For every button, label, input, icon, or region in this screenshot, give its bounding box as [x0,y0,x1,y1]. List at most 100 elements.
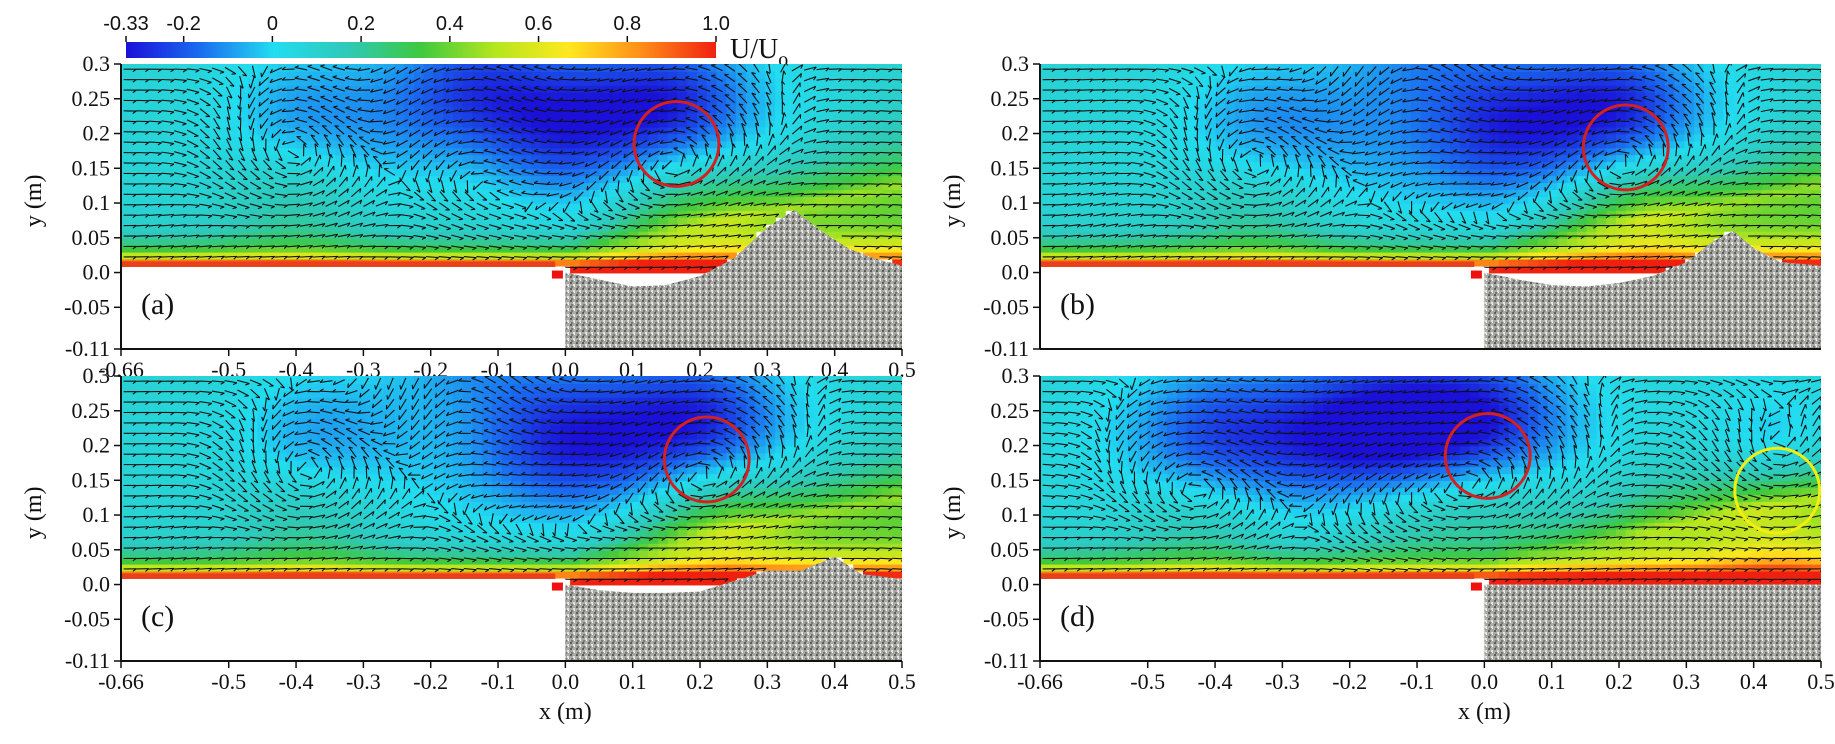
velocity-cell [169,70,181,79]
vector-arrow [613,170,622,182]
velocity-cell [384,70,396,79]
vector-arrow-head [469,199,474,202]
velocity-cell [199,70,210,79]
vector-arrow-head [422,154,425,159]
velocity-cell [628,119,640,128]
vector-arrow [565,212,576,222]
vector-arrow-head [560,246,565,250]
velocity-cell [667,196,679,204]
vector-arrow-head [169,143,175,146]
vector-arrow [476,245,489,249]
vector-arrow-head [737,83,743,86]
vector-arrow-head [321,223,326,228]
vector-arrow-head [472,257,477,261]
vector-arrow-head [712,234,717,239]
vector-arrow-head [521,127,526,131]
velocity-cell [130,230,142,239]
vector-arrow-head [838,141,843,145]
velocity-cell [345,175,357,184]
vector-arrow-head [409,226,414,230]
velocity-cell [1040,64,1051,72]
velocity-cell [121,244,132,253]
vector-arrow-head [875,79,880,83]
vector-arrow-head [194,175,199,179]
velocity-cell [462,223,474,232]
vector-arrow [224,181,236,190]
velocity-cell [150,161,161,170]
vector-arrow [237,214,250,218]
velocity-cell [667,203,679,211]
velocity-cell [169,91,181,100]
vector-arrow-head [863,235,868,240]
velocity-cell [853,223,864,232]
vector-arrow-head [604,199,608,204]
velocity-cell [452,147,464,156]
vector-arrow-head [145,193,150,198]
vector-arrow [672,109,686,112]
velocity-cell [521,196,532,204]
velocity-cell [794,98,806,107]
vector-arrow [238,149,246,161]
vector-arrow-head [132,79,137,83]
velocity-cell [140,147,152,156]
velocity-cell [794,196,806,204]
velocity-cell [1049,105,1061,114]
velocity-cell [775,70,786,79]
vector-arrow [584,120,598,124]
velocity-cell [394,161,406,170]
vector-arrow [591,201,599,213]
velocity-cell [413,161,425,170]
vector-arrow [458,89,472,92]
velocity-cell [316,64,327,72]
velocity-cell [247,196,259,204]
vector-arrow-head [724,213,729,217]
vector-arrow-head [888,110,893,115]
vector-arrow [251,65,256,79]
velocity-cell [238,147,249,156]
velocity-cell [853,168,864,177]
vector-arrow [690,266,704,269]
velocity-cell [823,133,835,142]
velocity-cell [736,182,747,191]
vector-arrow-head [357,67,362,72]
velocity-cell [511,91,523,100]
vector-arrow-head [647,98,651,103]
vector-arrow-head [584,98,588,103]
vector-arrow [199,203,212,207]
velocity-cell [540,182,552,191]
velocity-cell [784,119,796,128]
velocity-cell [726,216,737,225]
vector-arrow-head [496,168,501,172]
velocity-cell [677,105,689,114]
velocity-cell [892,182,902,191]
velocity-cell [511,168,523,177]
velocity-cell [130,77,142,86]
vector-arrow [803,127,817,134]
velocity-cell [501,84,513,93]
velocity-cell [208,154,220,163]
vector-arrow-head [334,255,339,260]
velocity-cell [374,105,386,114]
vector-arrow [251,149,258,162]
velocity-cell [716,244,728,253]
vector-arrow-head [321,179,325,184]
velocity-cell [833,209,845,218]
vector-arrow-head [496,106,501,110]
velocity-cell [872,216,884,225]
velocity-cell [179,244,191,253]
velocity-cell [160,175,171,184]
vector-arrow [212,181,224,189]
vector-arrow [634,68,648,72]
vector-arrow [248,86,256,99]
velocity-cell [501,182,513,191]
vector-arrow-head [270,196,275,199]
velocity-cell [326,182,337,191]
velocity-cell [345,119,357,128]
velocity-cell [706,216,718,225]
vector-arrow [803,203,817,206]
vector-arrow [325,255,338,258]
velocity-cell [160,91,171,100]
vector-arrow [307,107,320,113]
vector-arrow [501,234,515,239]
vector-arrow-head [182,112,187,116]
